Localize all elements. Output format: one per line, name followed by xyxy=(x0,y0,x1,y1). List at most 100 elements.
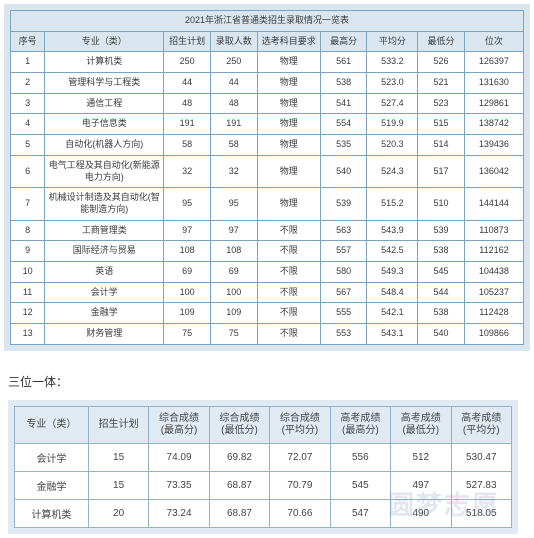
col-header: 高考成绩(平均分) xyxy=(451,406,512,443)
cell: 48 xyxy=(164,93,211,114)
cell: 9 xyxy=(11,241,45,262)
cell: 物理 xyxy=(257,93,320,114)
cell: 538 xyxy=(418,303,465,324)
cell: 不限 xyxy=(257,324,320,345)
cell: 机械设计制造及其自动化(智能制造方向) xyxy=(45,188,164,220)
cell: 财务管理 xyxy=(45,324,164,345)
cell: 510 xyxy=(418,188,465,220)
cell: 105237 xyxy=(464,282,523,303)
cell: 543.9 xyxy=(367,220,418,241)
cell: 514 xyxy=(418,135,465,156)
cell: 物理 xyxy=(257,188,320,220)
cell: 44 xyxy=(210,73,257,94)
cell: 12 xyxy=(11,303,45,324)
trinity-table: 专业（类）招生计划综合成绩(最高分)综合成绩(最低分)综合成绩(平均分)高考成绩… xyxy=(14,406,512,528)
cell: 电子信息类 xyxy=(45,114,164,135)
cell: 112428 xyxy=(464,303,523,324)
cell: 10 xyxy=(11,261,45,282)
cell: 541 xyxy=(320,93,367,114)
cell: 104438 xyxy=(464,261,523,282)
col-header: 综合成绩(最低分) xyxy=(209,406,269,443)
col-header: 招生计划 xyxy=(88,406,148,443)
cell: 会计学 xyxy=(45,282,164,303)
cell: 523.0 xyxy=(367,73,418,94)
cell: 539 xyxy=(418,220,465,241)
cell: 95 xyxy=(210,188,257,220)
table-row: 12金融学109109不限555542.1538112428 xyxy=(11,303,524,324)
cell: 自动化(机器人方向) xyxy=(45,135,164,156)
cell: 72.07 xyxy=(270,443,330,471)
cell: 547 xyxy=(330,499,390,527)
cell: 15 xyxy=(88,443,148,471)
cell: 计算机类 xyxy=(45,52,164,73)
cell: 32 xyxy=(164,155,211,187)
cell: 110873 xyxy=(464,220,523,241)
section-label: 三位一体： xyxy=(8,373,530,390)
cell: 497 xyxy=(391,471,451,499)
cell: 32 xyxy=(210,155,257,187)
cell: 108 xyxy=(164,241,211,262)
cell: 556 xyxy=(330,443,390,471)
cell: 557 xyxy=(320,241,367,262)
cell: 138742 xyxy=(464,114,523,135)
cell: 15 xyxy=(88,471,148,499)
cell: 561 xyxy=(320,52,367,73)
cell: 126397 xyxy=(464,52,523,73)
cell: 电气工程及其自动化(新能源电力方向) xyxy=(45,155,164,187)
cell: 542.1 xyxy=(367,303,418,324)
table-row: 7机械设计制造及其自动化(智能制造方向)9595物理539515.2510144… xyxy=(11,188,524,220)
cell: 109 xyxy=(210,303,257,324)
cell: 69.82 xyxy=(209,443,269,471)
cell: 563 xyxy=(320,220,367,241)
cell: 515.2 xyxy=(367,188,418,220)
cell: 250 xyxy=(164,52,211,73)
cell: 金融学 xyxy=(15,471,89,499)
col-header: 位次 xyxy=(464,31,523,52)
admissions-table: 2021年浙江省普通类招生录取情况一览表 序号专业（类）招生计划录取人数选考科目… xyxy=(10,10,524,345)
cell: 539 xyxy=(320,188,367,220)
cell: 20 xyxy=(88,499,148,527)
col-header: 录取人数 xyxy=(210,31,257,52)
cell: 70.66 xyxy=(270,499,330,527)
cell: 管理科学与工程类 xyxy=(45,73,164,94)
table-row: 4电子信息类191191物理554519.9515138742 xyxy=(11,114,524,135)
cell: 580 xyxy=(320,261,367,282)
col-header: 高考成绩(最高分) xyxy=(330,406,390,443)
cell: 100 xyxy=(164,282,211,303)
cell: 530.47 xyxy=(451,443,512,471)
col-header: 招生计划 xyxy=(164,31,211,52)
cell: 191 xyxy=(164,114,211,135)
cell: 523 xyxy=(418,93,465,114)
table-row: 3通信工程4848物理541527.4523129861 xyxy=(11,93,524,114)
col-header: 专业（类） xyxy=(45,31,164,52)
cell: 517 xyxy=(418,155,465,187)
cell: 109866 xyxy=(464,324,523,345)
col-header: 最低分 xyxy=(418,31,465,52)
cell: 5 xyxy=(11,135,45,156)
cell: 544 xyxy=(418,282,465,303)
col-header: 综合成绩(平均分) xyxy=(270,406,330,443)
cell: 538 xyxy=(320,73,367,94)
cell: 97 xyxy=(164,220,211,241)
col-header: 序号 xyxy=(11,31,45,52)
table-row: 8工商管理类9797不限563543.9539110873 xyxy=(11,220,524,241)
cell: 68.87 xyxy=(209,471,269,499)
cell: 109 xyxy=(164,303,211,324)
cell: 97 xyxy=(210,220,257,241)
cell: 73.35 xyxy=(149,471,209,499)
cell: 金融学 xyxy=(45,303,164,324)
cell: 7 xyxy=(11,188,45,220)
table-row: 9国际经济与贸易108108不限557542.5538112162 xyxy=(11,241,524,262)
table-row: 1计算机类250250物理561533.2526126397 xyxy=(11,52,524,73)
cell: 物理 xyxy=(257,135,320,156)
cell: 工商管理类 xyxy=(45,220,164,241)
cell: 69 xyxy=(210,261,257,282)
cell: 95 xyxy=(164,188,211,220)
cell: 108 xyxy=(210,241,257,262)
cell: 521 xyxy=(418,73,465,94)
cell: 计算机类 xyxy=(15,499,89,527)
cell: 549.3 xyxy=(367,261,418,282)
table-row: 6电气工程及其自动化(新能源电力方向)3232物理540524.35171360… xyxy=(11,155,524,187)
cell: 144144 xyxy=(464,188,523,220)
cell: 548.4 xyxy=(367,282,418,303)
